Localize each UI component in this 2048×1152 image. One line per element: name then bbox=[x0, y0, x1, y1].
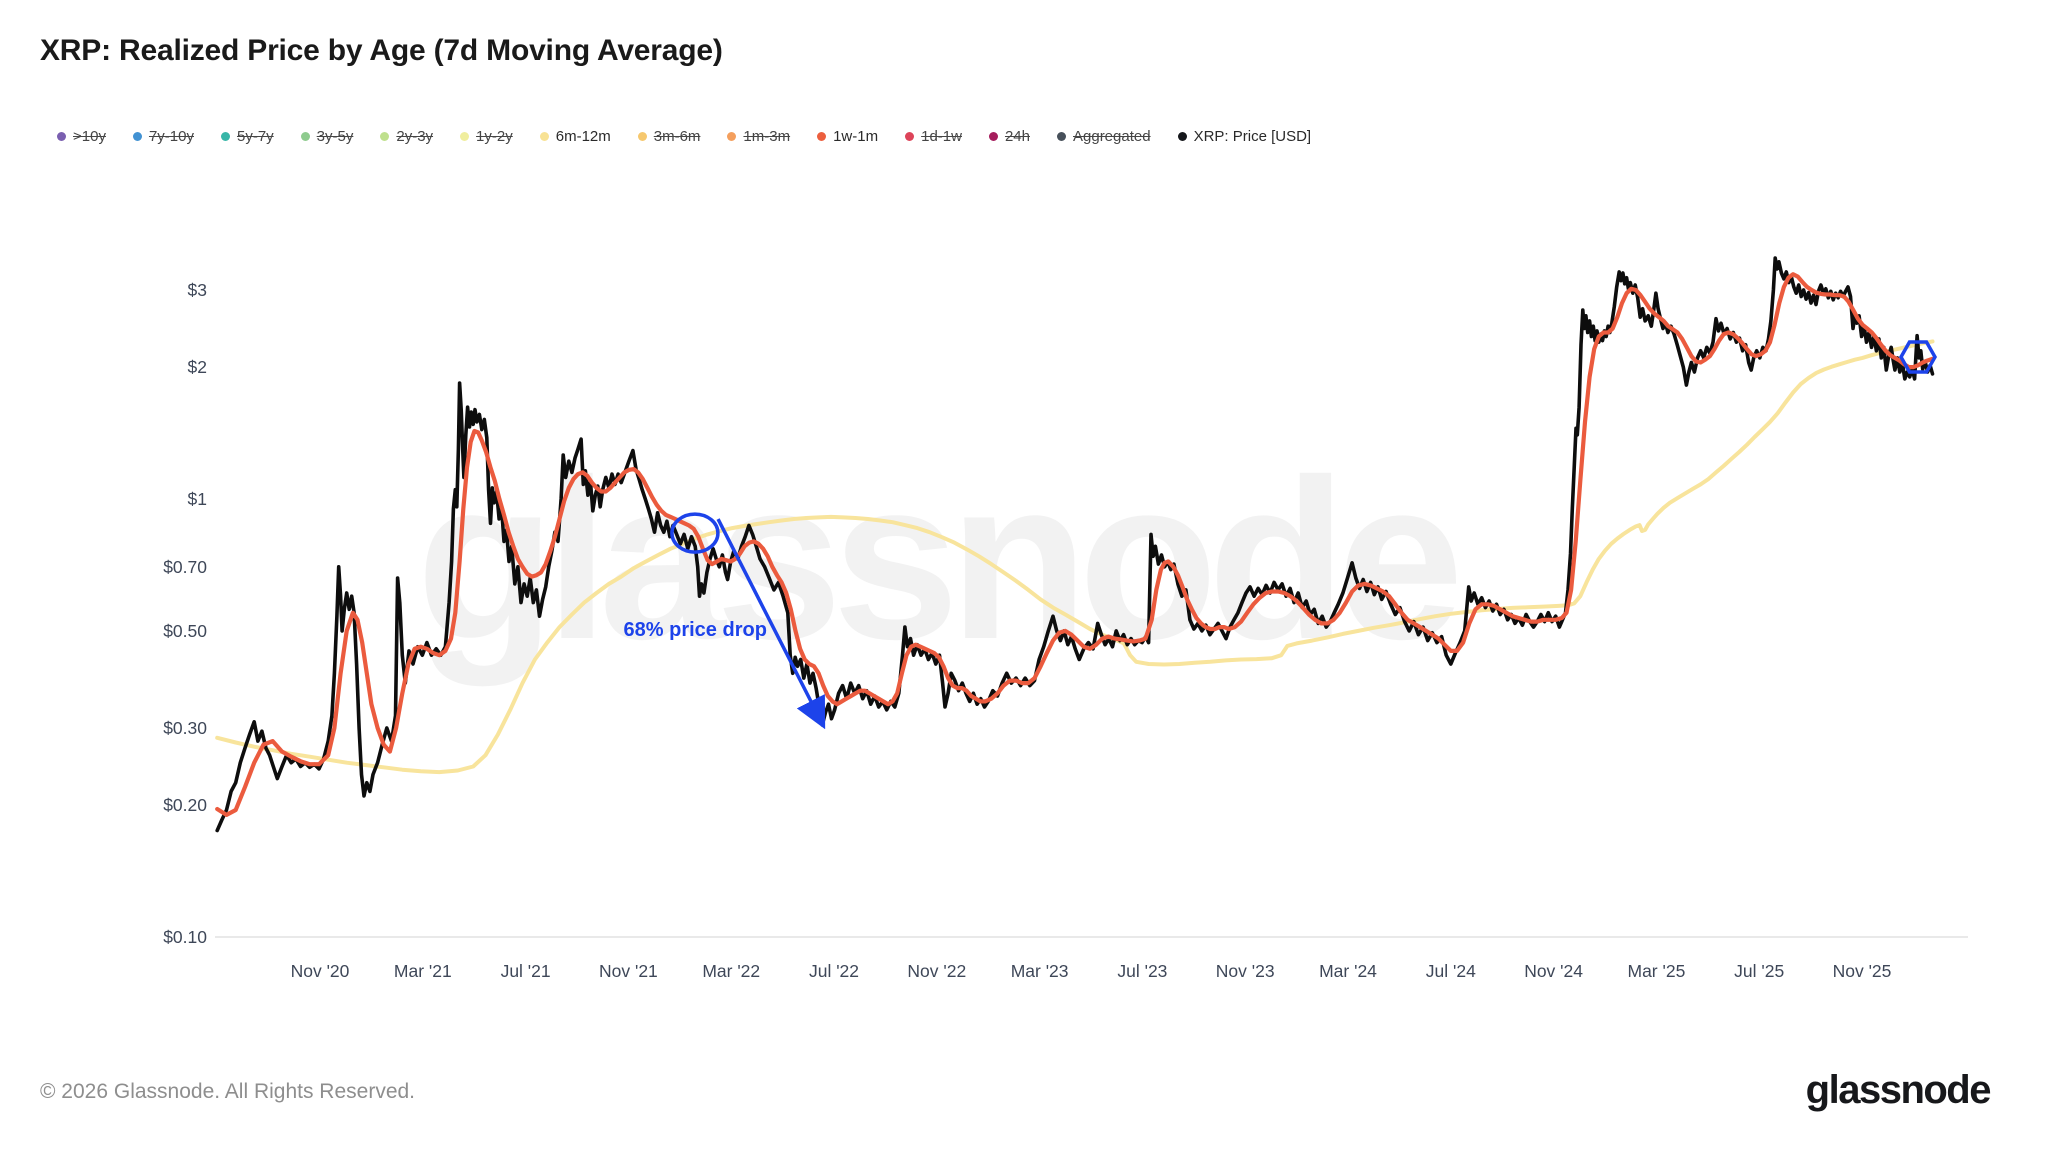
legend-item-label: 3m-6m bbox=[653, 128, 701, 145]
legend-item-1m-3m[interactable]: 1m-3m bbox=[727, 128, 790, 145]
x-axis-tick-label: Nov '22 bbox=[907, 961, 966, 981]
legend-item-24h[interactable]: 24h bbox=[988, 128, 1030, 145]
legend-item-aggregated[interactable]: Aggregated bbox=[1057, 128, 1151, 145]
legend-item-label: >10y bbox=[73, 128, 106, 145]
legend-dot-icon bbox=[132, 132, 142, 141]
legend-dot-icon bbox=[637, 132, 647, 141]
legend-item-3m-6m[interactable]: 3m-6m bbox=[637, 128, 701, 145]
legend-item-label: 3y-5y bbox=[316, 128, 354, 145]
x-axis-tick-label: Jul '22 bbox=[809, 961, 859, 981]
x-axis-tick-label: Jul '25 bbox=[1734, 961, 1784, 981]
series-line-xrp-price-usd- bbox=[215, 256, 1935, 833]
legend-item-6m-12m[interactable]: 6m-12m bbox=[539, 128, 611, 145]
legend-item-xrp-price-usd-[interactable]: XRP: Price [USD] bbox=[1177, 128, 1312, 145]
x-axis-tick-label: Jul '21 bbox=[501, 961, 551, 981]
y-axis-tick-label: $2 bbox=[188, 357, 207, 377]
x-axis-tick-label: Nov '21 bbox=[599, 961, 658, 981]
legend-item-label: Aggregated bbox=[1073, 128, 1151, 145]
legend-item-label: 7y-10y bbox=[148, 128, 194, 145]
x-axis-tick-label: Nov '25 bbox=[1833, 961, 1892, 981]
legend-item-label: 5y-7y bbox=[236, 128, 274, 145]
legend-dot-icon bbox=[380, 132, 390, 141]
legend-item-label: 1w-1m bbox=[833, 128, 879, 145]
y-axis-tick-label: $0.70 bbox=[163, 557, 207, 577]
chart-legend: >10y 7y-10y 5y-7y 3y-5y 2y-3y 1y-2y 6m-12m 3m-6… bbox=[57, 128, 1311, 145]
legend-dot-icon bbox=[1057, 132, 1066, 141]
legend-item-label: 1m-3m bbox=[743, 128, 791, 145]
legend-item-1w-1m[interactable]: 1w-1m bbox=[817, 128, 878, 145]
chart-title: XRP: Realized Price by Age (7d Moving Av… bbox=[40, 34, 723, 67]
legend-dot-icon bbox=[57, 132, 66, 141]
x-axis-tick-label: Mar '23 bbox=[1011, 961, 1069, 981]
legend-dot-icon bbox=[988, 132, 998, 141]
legend-dot-icon bbox=[905, 132, 915, 141]
copyright-text: © 2026 Glassnode. All Rights Reserved. bbox=[40, 1080, 416, 1103]
y-axis-tick-label: $0.20 bbox=[163, 795, 207, 815]
legend-item-1y-2y[interactable]: 1y-2y bbox=[460, 128, 513, 145]
legend-item--10y[interactable]: >10y bbox=[57, 128, 106, 145]
x-axis-tick-label: Nov '24 bbox=[1524, 961, 1583, 981]
x-axis-tick-label: Nov '20 bbox=[291, 961, 350, 981]
legend-item-label: 1y-2y bbox=[476, 128, 513, 145]
latest-point-hexagon-marker bbox=[1898, 340, 1938, 374]
series-line-1w-1m bbox=[215, 272, 1935, 817]
legend-dot-icon bbox=[539, 132, 549, 141]
x-axis-tick-label: Mar '24 bbox=[1319, 961, 1377, 981]
legend-item-1d-1w[interactable]: 1d-1w bbox=[905, 128, 962, 145]
legend-dot-icon bbox=[727, 132, 737, 141]
legend-item-2y-3y[interactable]: 2y-3y bbox=[380, 128, 433, 145]
legend-item-5y-7y[interactable]: 5y-7y bbox=[220, 128, 274, 145]
y-axis-tick-label: $1 bbox=[188, 489, 207, 509]
y-axis-tick-label: $0.10 bbox=[163, 927, 207, 947]
series-line-6m-12m bbox=[215, 339, 1935, 775]
x-axis-tick-label: Mar '22 bbox=[702, 961, 760, 981]
legend-item-7y-10y[interactable]: 7y-10y bbox=[132, 128, 194, 145]
legend-item-label: XRP: Price [USD] bbox=[1193, 128, 1312, 145]
legend-item-label: 6m-12m bbox=[555, 128, 611, 145]
legend-dot-icon bbox=[1177, 132, 1187, 141]
annotation-ellipse bbox=[670, 512, 720, 554]
legend-item-label: 2y-3y bbox=[396, 128, 434, 145]
y-axis-tick-label: $0.50 bbox=[163, 621, 207, 641]
legend-dot-icon bbox=[220, 132, 230, 141]
x-axis-tick-label: Nov '23 bbox=[1216, 961, 1275, 981]
legend-item-3y-5y[interactable]: 3y-5y bbox=[300, 128, 354, 145]
legend-dot-icon bbox=[817, 132, 827, 141]
x-axis-tick-label: Mar '21 bbox=[394, 961, 452, 981]
annotation-label: 68% price drop bbox=[624, 619, 767, 641]
x-axis-tick-label: Jul '24 bbox=[1426, 961, 1476, 981]
x-axis-tick-label: Mar '25 bbox=[1628, 961, 1686, 981]
x-axis-tick-label: Jul '23 bbox=[1117, 961, 1167, 981]
y-axis-tick-label: $3 bbox=[188, 280, 207, 300]
y-axis-tick-label: $0.30 bbox=[163, 718, 207, 738]
glassnode-logo: glassnode bbox=[1805, 1068, 1992, 1112]
legend-item-label: 24h bbox=[1004, 128, 1030, 145]
annotation-arrow bbox=[716, 518, 826, 730]
legend-dot-icon bbox=[300, 132, 310, 141]
legend-dot-icon bbox=[460, 132, 470, 141]
legend-item-label: 1d-1w bbox=[921, 128, 962, 145]
